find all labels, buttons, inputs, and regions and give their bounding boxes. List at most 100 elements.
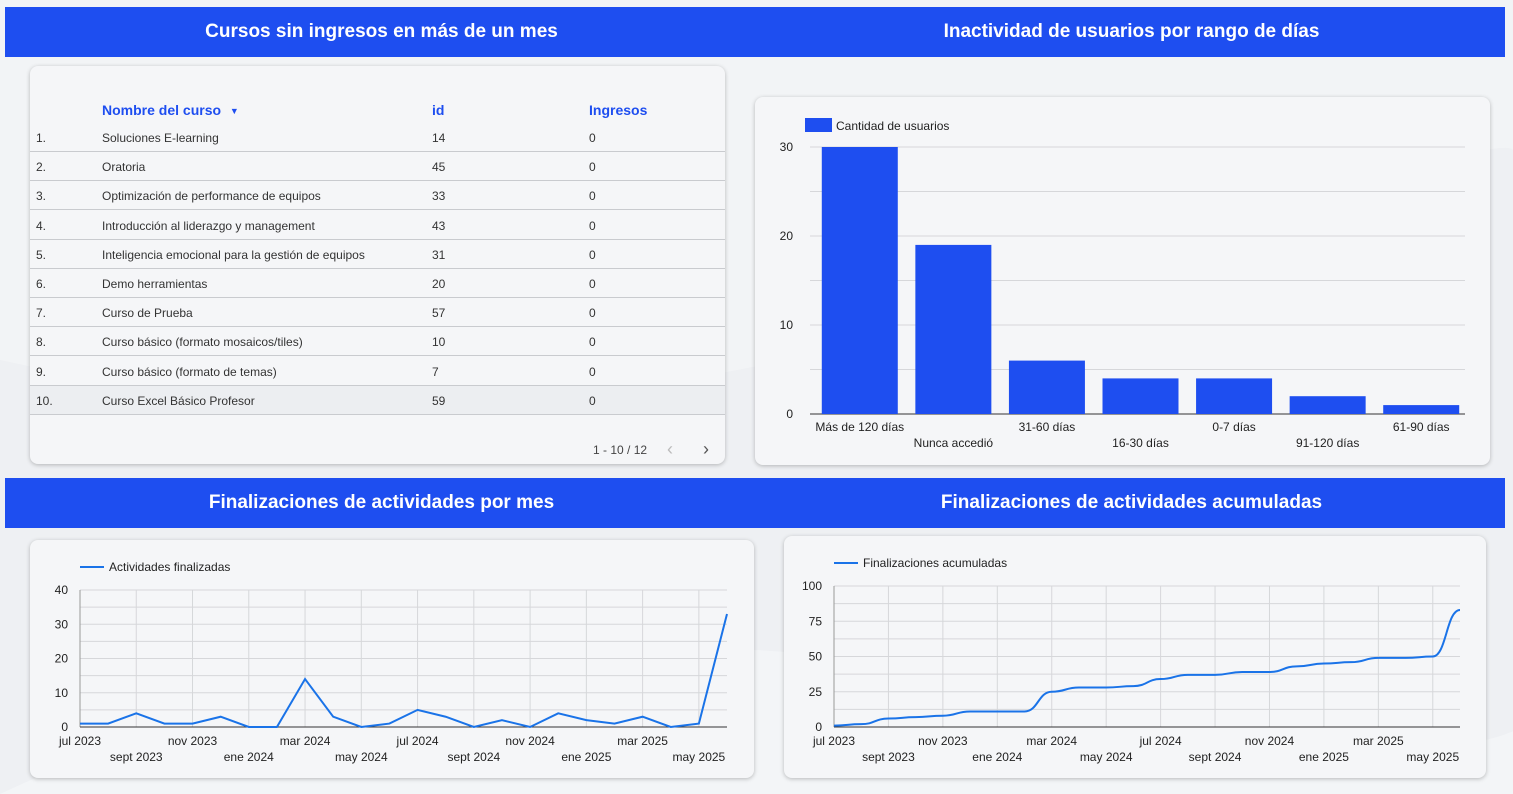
- header-title: Inactividad de usuarios por rango de día…: [943, 21, 1320, 42]
- y-tick-label: 20: [780, 229, 794, 243]
- row-number: 9.: [36, 364, 47, 379]
- table-row[interactable]: 5. Inteligencia emocional para la gestión…: [30, 240, 725, 269]
- x-tick-label: 0-7 días: [1212, 420, 1255, 434]
- table-row[interactable]: 3. Optimización de performance de equipos…: [30, 181, 725, 211]
- ingresos-cell: 0: [589, 364, 596, 379]
- x-tick-label: Más de 120 días: [815, 420, 904, 434]
- x-tick-label: 31-60 días: [1019, 420, 1076, 434]
- table-row[interactable]: 4. Introducción al liderazgo y management…: [30, 211, 725, 240]
- course-name-cell: Oratoria: [102, 160, 146, 175]
- course-id-cell: 10: [432, 335, 446, 350]
- ingresos-cell: 0: [589, 393, 596, 408]
- ingresos-cell: 0: [589, 189, 596, 204]
- course-id-cell: 45: [432, 160, 446, 175]
- row-number: 4.: [36, 218, 47, 233]
- course-id-cell: 59: [432, 393, 446, 408]
- y-tick-label: 0: [815, 720, 822, 734]
- x-tick-label: may 2025: [673, 750, 726, 764]
- header-title: Cursos sin ingresos en más de un mes: [205, 21, 558, 42]
- x-tick-label: 16-30 días: [1112, 436, 1169, 450]
- column-header-id[interactable]: id: [432, 102, 444, 118]
- ingresos-cell: 0: [589, 277, 596, 291]
- row-number: 7.: [36, 306, 47, 321]
- inactivity-bar-chart: 0 10 20 30 Cantidad de usuarios Más de 120 dí…: [780, 118, 1465, 450]
- column-header-ingresos[interactable]: Ingresos: [589, 102, 647, 118]
- column-header-label: Nombre del curso: [102, 102, 222, 118]
- table-row[interactable]: 9. Curso básico (formato de temas) 7 0: [30, 357, 725, 386]
- ingresos-cell: 0: [589, 247, 596, 262]
- monthly-activities-chart-card: 0 10 20 30 40 jul 2023 sept 2023 nov 2023 ene 20…: [30, 540, 754, 778]
- x-tick-label: sept 2024: [447, 750, 500, 764]
- legend-swatch: [805, 118, 832, 132]
- course-name-cell: Demo herramientas: [102, 277, 208, 291]
- x-tick-label: may 2024: [1080, 750, 1133, 764]
- ingresos-cell: 0: [589, 218, 596, 233]
- cumulative-activities-chart-card: 0 25 50 75 100 jul 2023 sept 2023 nov 2023 ene 2…: [784, 536, 1486, 778]
- x-tick-label: sept 2024: [1189, 750, 1242, 764]
- course-id-cell: 43: [432, 218, 446, 233]
- bar[interactable]: [1196, 378, 1273, 414]
- row-number: 5.: [36, 247, 47, 262]
- x-tick-label: mar 2024: [1026, 734, 1077, 748]
- y-tick-label: 40: [55, 583, 69, 597]
- row-number: 6.: [36, 277, 47, 291]
- courses-table-card: Nombre del curso ▼ id Ingresos 1. Solucio…: [30, 66, 725, 464]
- table-row[interactable]: 8. Curso básico (formato mosaicos/tiles) 1…: [30, 327, 725, 357]
- y-tick-label: 20: [55, 652, 69, 666]
- y-tick-label: 75: [809, 614, 823, 628]
- x-tick-label: ene 2024: [972, 750, 1022, 764]
- column-header-course-name[interactable]: Nombre del curso ▼: [102, 102, 239, 118]
- row-number: 8.: [36, 335, 47, 350]
- x-tick-label: sept 2023: [862, 750, 915, 764]
- table-row[interactable]: 6. Demo herramientas 20 0: [30, 269, 725, 298]
- series-line[interactable]: [80, 613, 728, 729]
- bar[interactable]: [821, 147, 898, 414]
- ingresos-cell: 0: [589, 335, 596, 350]
- y-tick-label: 10: [55, 686, 69, 700]
- bar[interactable]: [1383, 405, 1460, 414]
- table-row[interactable]: 10. Curso Excel Básico Profesor 59 0: [30, 385, 725, 415]
- y-tick-label: 30: [780, 140, 794, 154]
- x-tick-label: nov 2024: [1245, 734, 1295, 748]
- x-tick-label: jul 2023: [812, 734, 855, 748]
- y-tick-label: 30: [55, 617, 69, 631]
- row-number: 10.: [36, 393, 53, 408]
- x-tick-label: jul 2023: [58, 734, 101, 748]
- header-activities-cumulative: Finalizaciones de actividades acumuladas: [758, 478, 1505, 528]
- x-tick-label: mar 2025: [1353, 734, 1404, 748]
- series-line[interactable]: [833, 608, 1461, 727]
- course-name-cell: Curso básico (formato de temas): [102, 364, 277, 379]
- course-id-cell: 7: [432, 364, 439, 379]
- row-number: 3.: [36, 189, 47, 204]
- course-id-cell: 57: [432, 306, 446, 321]
- course-id-cell: 20: [432, 277, 446, 291]
- table-row[interactable]: 2. Oratoria 45 0: [30, 152, 725, 182]
- bar[interactable]: [1289, 396, 1366, 414]
- ingresos-cell: 0: [589, 160, 596, 175]
- column-header-label: id: [432, 102, 445, 118]
- y-tick-label: 100: [802, 579, 822, 593]
- bar[interactable]: [1008, 360, 1085, 414]
- course-id-cell: 14: [432, 131, 446, 145]
- next-page-icon[interactable]: ›: [703, 439, 709, 459]
- x-tick-label: ene 2024: [224, 750, 274, 764]
- course-name-cell: Soluciones E-learning: [102, 131, 219, 145]
- table-row[interactable]: 1. Soluciones E-learning 14 0: [30, 123, 725, 152]
- course-id-cell: 33: [432, 189, 446, 204]
- pagination-label: 1 - 10 / 12: [593, 443, 648, 457]
- x-tick-label: jul 2024: [396, 734, 439, 748]
- bar[interactable]: [1102, 378, 1179, 414]
- course-name-cell: Curso básico (formato mosaicos/tiles): [102, 335, 303, 350]
- header-courses-without-access: Cursos sin ingresos en más de un mes: [5, 7, 758, 57]
- x-tick-label: may 2024: [335, 750, 388, 764]
- course-name-cell: Inteligencia emocional para la gestión d…: [102, 247, 365, 262]
- x-tick-label: jul 2024: [1139, 734, 1182, 748]
- x-tick-label: nov 2023: [918, 734, 968, 748]
- row-number: 2.: [36, 160, 47, 175]
- course-name-cell: Curso de Prueba: [102, 306, 193, 321]
- table-row[interactable]: 7. Curso de Prueba 57 0: [30, 298, 725, 328]
- course-id-cell: 31: [432, 247, 446, 262]
- prev-page-icon[interactable]: ‹: [667, 439, 673, 459]
- bar[interactable]: [915, 244, 992, 414]
